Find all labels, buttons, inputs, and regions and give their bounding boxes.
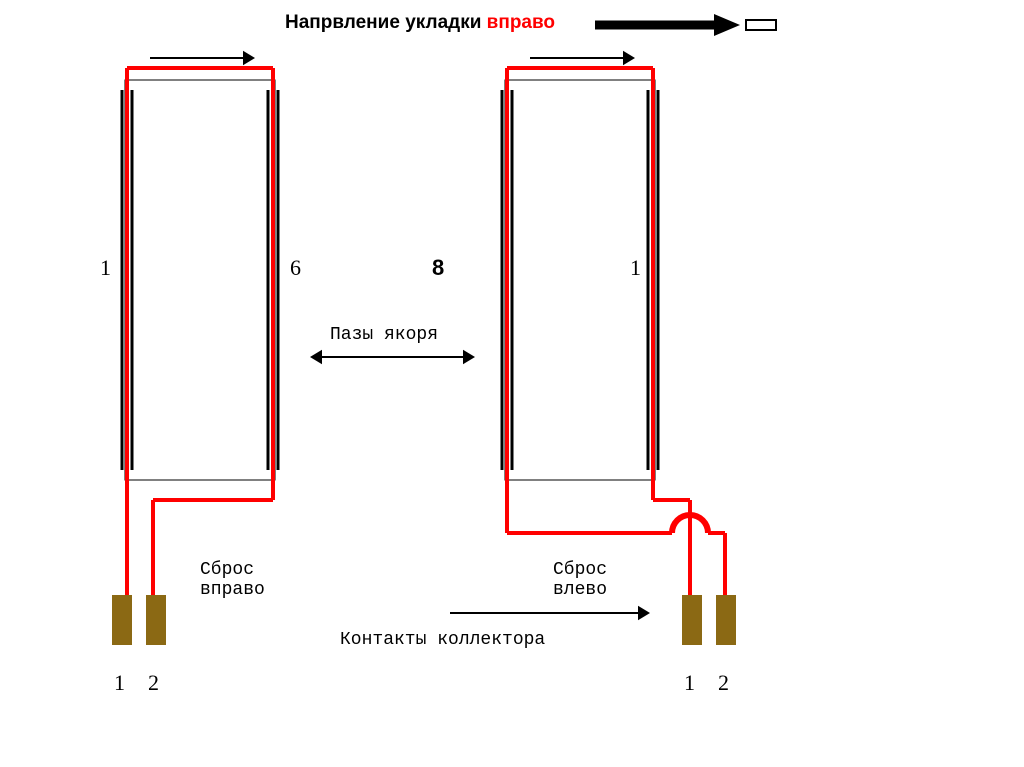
slot-num-right-8: 8 [432,255,444,281]
label-kontakty: Контакты коллектора [340,630,545,650]
contact-num-r2: 2 [718,670,729,696]
contact-num-l1: 1 [114,670,125,696]
title-red: вправо [487,12,555,33]
contact-num-l2: 2 [148,670,159,696]
sbros-right-line1: Сброс [553,560,607,580]
slot-num-left-6: 6 [290,255,301,281]
sbros-left-line2: вправо [200,580,265,600]
sbros-left-line1: Сброс [200,560,265,580]
label-sbros-right: Сброс влево [553,560,607,600]
slot-num-right-1: 1 [630,255,641,281]
contact-num-r1: 1 [684,670,695,696]
title-black: Напрвление укладки [285,12,487,33]
label-pazy: Пазы якоря [330,325,438,345]
label-sbros-left: Сброс вправо [200,560,265,600]
slot-num-left-1: 1 [100,255,111,281]
title: Напрвление укладки вправо [285,12,555,34]
sbros-right-line2: влево [553,580,607,600]
